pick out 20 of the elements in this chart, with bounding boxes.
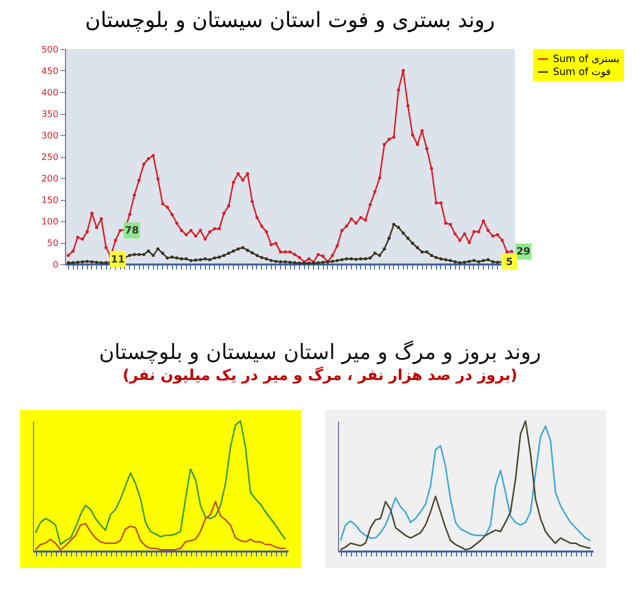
data-label: 11 [110,254,125,266]
y-tick-label: 300 [41,132,59,142]
y-tick-label: 0 [52,260,59,270]
y-tick-label: 250 [41,153,59,163]
y-tick-label: 450 [41,67,59,77]
legend-label: Sum of فوت [553,67,612,78]
chart-title: روند بستری و فوت استان سیستان و بلوچستان [85,8,495,33]
data-label: 78 [124,225,139,236]
chart-title: روند بروز و مرگ و میر استان سیستان و بلوچستان [98,340,542,364]
legend-label: Sum of بستری [553,54,620,65]
y-tick-label: 150 [41,196,59,206]
y-tick-label: 400 [41,88,59,98]
y-tick-label: 200 [41,174,59,184]
data-label: 5 [506,256,513,268]
data-label: 29 [516,246,530,258]
y-tick-label: 350 [41,110,59,120]
y-tick-label: 100 [41,218,59,228]
y-tick-label: 50 [47,239,59,249]
y-tick-label: 500 [41,46,59,56]
text: (بروز در صد هزار نفر ، مرگ و میر در یک میلیون نفر) [122,366,518,384]
